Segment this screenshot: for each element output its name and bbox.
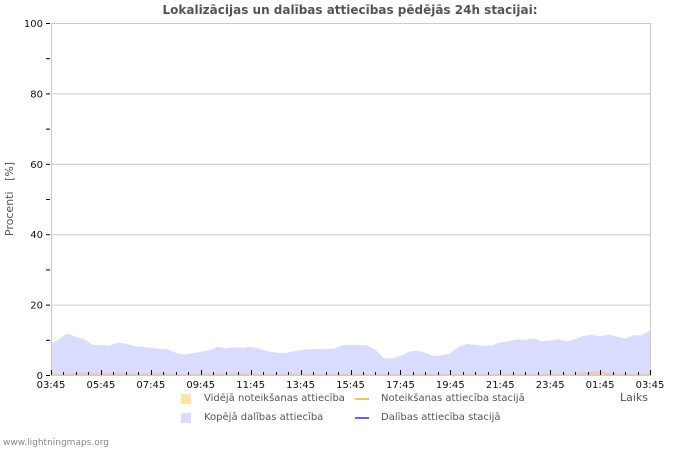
- legend-label: Kopējā dalības attiecība: [204, 412, 324, 423]
- x-axis: 03:45 05:45 07:45 09:45 11:45 13:45 15:45 17:45…: [37, 370, 665, 391]
- legend-swatch-avg-detection: [181, 393, 191, 404]
- x-tick-label: 23:45: [536, 380, 565, 391]
- legend-label: Noteikšanas attiecība stacijā: [381, 393, 525, 404]
- y-tick-label: 20: [30, 301, 43, 312]
- x-tick-label: 17:45: [386, 380, 415, 391]
- legend-swatch-station-participation: [355, 416, 369, 419]
- x-tick-label: 09:45: [186, 380, 215, 391]
- legend-label: Dalības attiecība stacijā: [381, 412, 501, 423]
- plot-frame: [51, 23, 651, 376]
- y-tick-label: 0: [37, 371, 43, 382]
- legend-swatch-total-participation: [181, 412, 191, 423]
- x-tick-label: 05:45: [87, 380, 116, 391]
- x-tick-label: 11:45: [236, 380, 265, 391]
- legend-label: Vidējā noteikšanas attiecība: [204, 393, 345, 404]
- y-tick-label: 80: [30, 89, 43, 100]
- x-tick-label: 07:45: [136, 380, 165, 391]
- x-tick-label: 21:45: [486, 380, 515, 391]
- gridlines: [51, 23, 650, 306]
- y-axis-title: Procenti [%]: [3, 162, 16, 236]
- x-tick-label: 03:45: [37, 380, 66, 391]
- x-tick-label: 13:45: [286, 380, 315, 391]
- legend-item-avg-detection: Vidējā noteikšanas attiecība: [181, 393, 345, 404]
- site-credit: www.lightningmaps.org: [3, 438, 109, 448]
- y-tick-label: 60: [30, 160, 43, 171]
- legend-item-station-participation: Dalības attiecība stacijā: [355, 412, 501, 423]
- legend-item-total-participation: Kopējā dalības attiecība: [181, 412, 323, 423]
- x-tick-label: 01:45: [586, 380, 615, 391]
- x-axis-title: Laiks: [620, 391, 648, 404]
- x-tick-label: 03:45: [636, 380, 665, 391]
- legend-swatch-station-detection: [355, 397, 369, 400]
- total-participation-area: [51, 330, 650, 375]
- y-tick-label: 40: [30, 230, 43, 241]
- x-tick-label: 15:45: [336, 380, 365, 391]
- y-axis: 0 20 40 60 80 100: [24, 19, 50, 382]
- x-tick-label: 19:45: [436, 380, 465, 391]
- chart-title: Lokalizācijas un dalības attiecības pēdē…: [162, 3, 538, 17]
- legend-item-station-detection: Noteikšanas attiecība stacijā: [355, 393, 525, 404]
- y-tick-label: 100: [24, 19, 43, 30]
